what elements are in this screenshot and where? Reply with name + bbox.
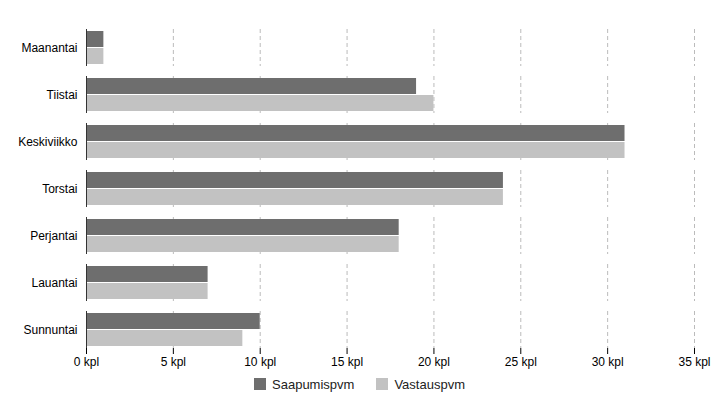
svg-text:30 kpl: 30 kpl (592, 355, 624, 369)
svg-text:15 kpl: 15 kpl (331, 355, 363, 369)
svg-text:10 kpl: 10 kpl (244, 355, 276, 369)
html-text:Vastauspvm: Vastauspvm (394, 377, 465, 392)
svg-text:20 kpl: 20 kpl (418, 355, 450, 369)
svg-text:35 kpl: 35 kpl (678, 355, 710, 369)
svg-text:25 kpl: 25 kpl (505, 355, 537, 369)
html-text:Saapumispvm: Saapumispvm (272, 377, 355, 392)
svg-text:Keskiviikko: Keskiviikko (18, 135, 78, 149)
svg-text:Maanantai: Maanantai (21, 41, 77, 55)
svg-text:5 kpl: 5 kpl (161, 355, 186, 369)
svg-text:Perjantai: Perjantai (30, 229, 77, 243)
svg-text:0 kpl: 0 kpl (74, 355, 99, 369)
svg-text:Lauantai: Lauantai (31, 276, 77, 290)
svg-text:Sunnuntai: Sunnuntai (23, 323, 77, 337)
svg-text:Torstai: Torstai (42, 182, 77, 196)
svg-text:Tiistai: Tiistai (47, 88, 78, 102)
